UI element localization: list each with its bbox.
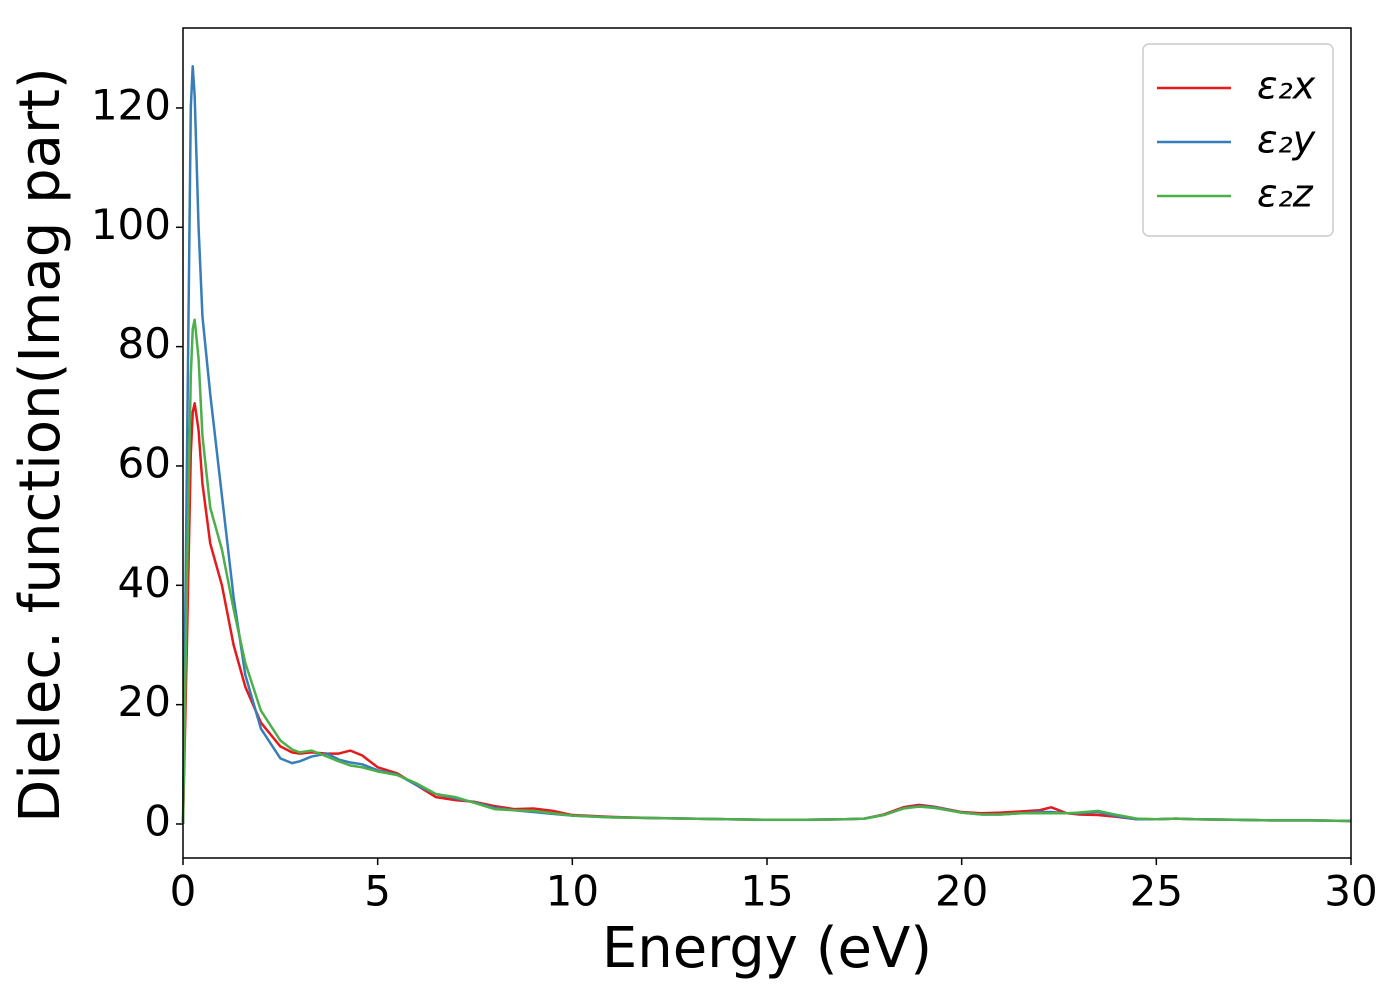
legend-label: ε₂z <box>1257 172 1314 216</box>
y-tick-label: 100 <box>91 200 171 249</box>
plot-frame <box>182 27 1352 859</box>
y-tick-label: 20 <box>118 677 171 726</box>
x-tick-label: 20 <box>935 867 988 916</box>
y-tick-label: 80 <box>118 319 171 368</box>
y-tick-label: 40 <box>118 558 171 607</box>
x-axis-label: Energy (eV) <box>602 916 932 981</box>
legend-label: ε₂y <box>1257 118 1316 162</box>
y-axis-label: Dielec. function(Imag part) <box>8 67 73 823</box>
x-tick-label: 10 <box>546 867 599 916</box>
y-tick-label: 0 <box>144 796 171 845</box>
x-tick-label: 5 <box>364 867 391 916</box>
series-line <box>181 402 1352 825</box>
y-tick-label: 120 <box>91 80 171 129</box>
x-tick-label: 15 <box>740 867 793 916</box>
legend-label: ε₂x <box>1257 64 1316 108</box>
x-tick-label: 0 <box>170 867 197 916</box>
legend-box <box>1142 43 1334 237</box>
series-line <box>181 318 1352 825</box>
x-tick-label: 25 <box>1130 867 1183 916</box>
x-tick-label: 30 <box>1324 867 1377 916</box>
y-tick-label: 60 <box>118 438 171 487</box>
